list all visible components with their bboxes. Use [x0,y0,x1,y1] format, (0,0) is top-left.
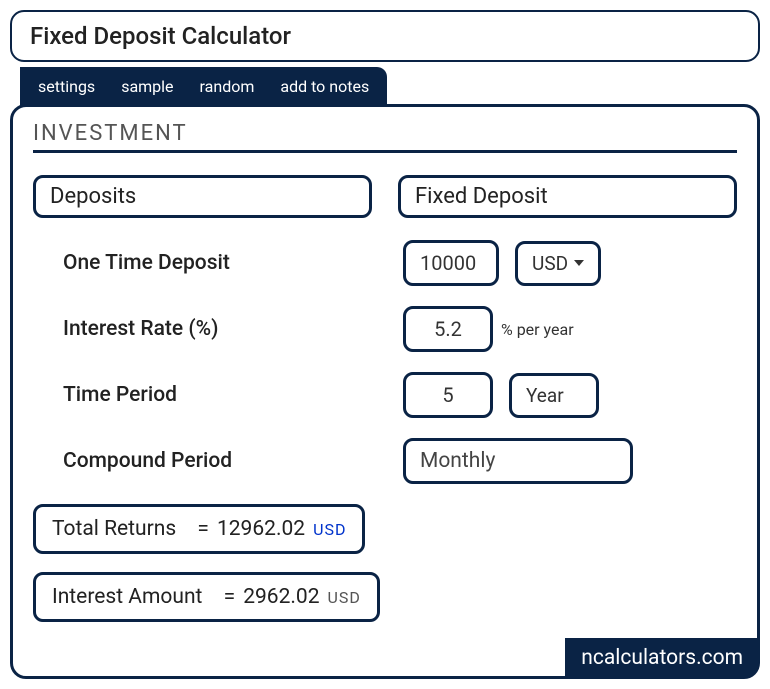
input-one-time-deposit[interactable]: 10000 [403,240,499,286]
row-time-period: Time Period 5 Year [33,372,737,418]
result-interest-amount-label: Interest Amount [52,585,202,609]
row-interest-rate: Interest Rate (%) 5.2 % per year [33,306,737,352]
label-compound-period: Compound Period [63,449,403,473]
equals-sign: = [197,517,209,541]
label-time-period: Time Period [63,383,403,407]
tabs-bar: settings sample random add to notes [20,67,387,106]
tab-add-to-notes[interactable]: add to notes [280,77,369,96]
result-total-returns-currency: USD [313,520,346,539]
tab-sample[interactable]: sample [121,77,173,96]
result-interest-amount-value: 2962.02 [243,585,319,609]
result-total-returns-label: Total Returns [52,517,176,541]
main-panel: INVESTMENT Deposits Fixed Deposit One Ti… [10,104,760,679]
tab-random[interactable]: random [200,77,255,96]
label-interest-rate: Interest Rate (%) [63,317,403,341]
column-headers: Deposits Fixed Deposit [33,175,737,218]
header-fixed-deposit: Fixed Deposit [398,175,737,218]
chevron-down-icon [574,260,584,266]
result-total-returns-value: 12962.02 [217,517,305,541]
result-total-returns: Total Returns = 12962.02 USD [33,504,365,554]
tab-settings[interactable]: settings [38,77,95,96]
select-compound-period[interactable]: Monthly [403,438,633,484]
brand-label: ncalculators.com [565,638,759,678]
page-title: Fixed Deposit Calculator [10,10,760,62]
row-compound-period: Compound Period Monthly [33,438,737,484]
note-per-year: % per year [501,320,574,339]
currency-value: USD [532,252,568,275]
input-interest-rate[interactable]: 5.2 [403,306,493,352]
select-currency[interactable]: USD [515,241,601,286]
label-one-time-deposit: One Time Deposit [63,251,403,275]
equals-sign: = [224,585,236,609]
section-title: INVESTMENT [33,121,737,153]
result-interest-amount: Interest Amount = 2962.02 USD [33,572,380,622]
row-one-time-deposit: One Time Deposit 10000 USD [33,240,737,286]
header-deposits: Deposits [33,175,372,218]
input-time-period[interactable]: 5 [403,372,493,418]
result-interest-amount-currency: USD [328,588,361,607]
select-time-unit[interactable]: Year [509,373,599,418]
